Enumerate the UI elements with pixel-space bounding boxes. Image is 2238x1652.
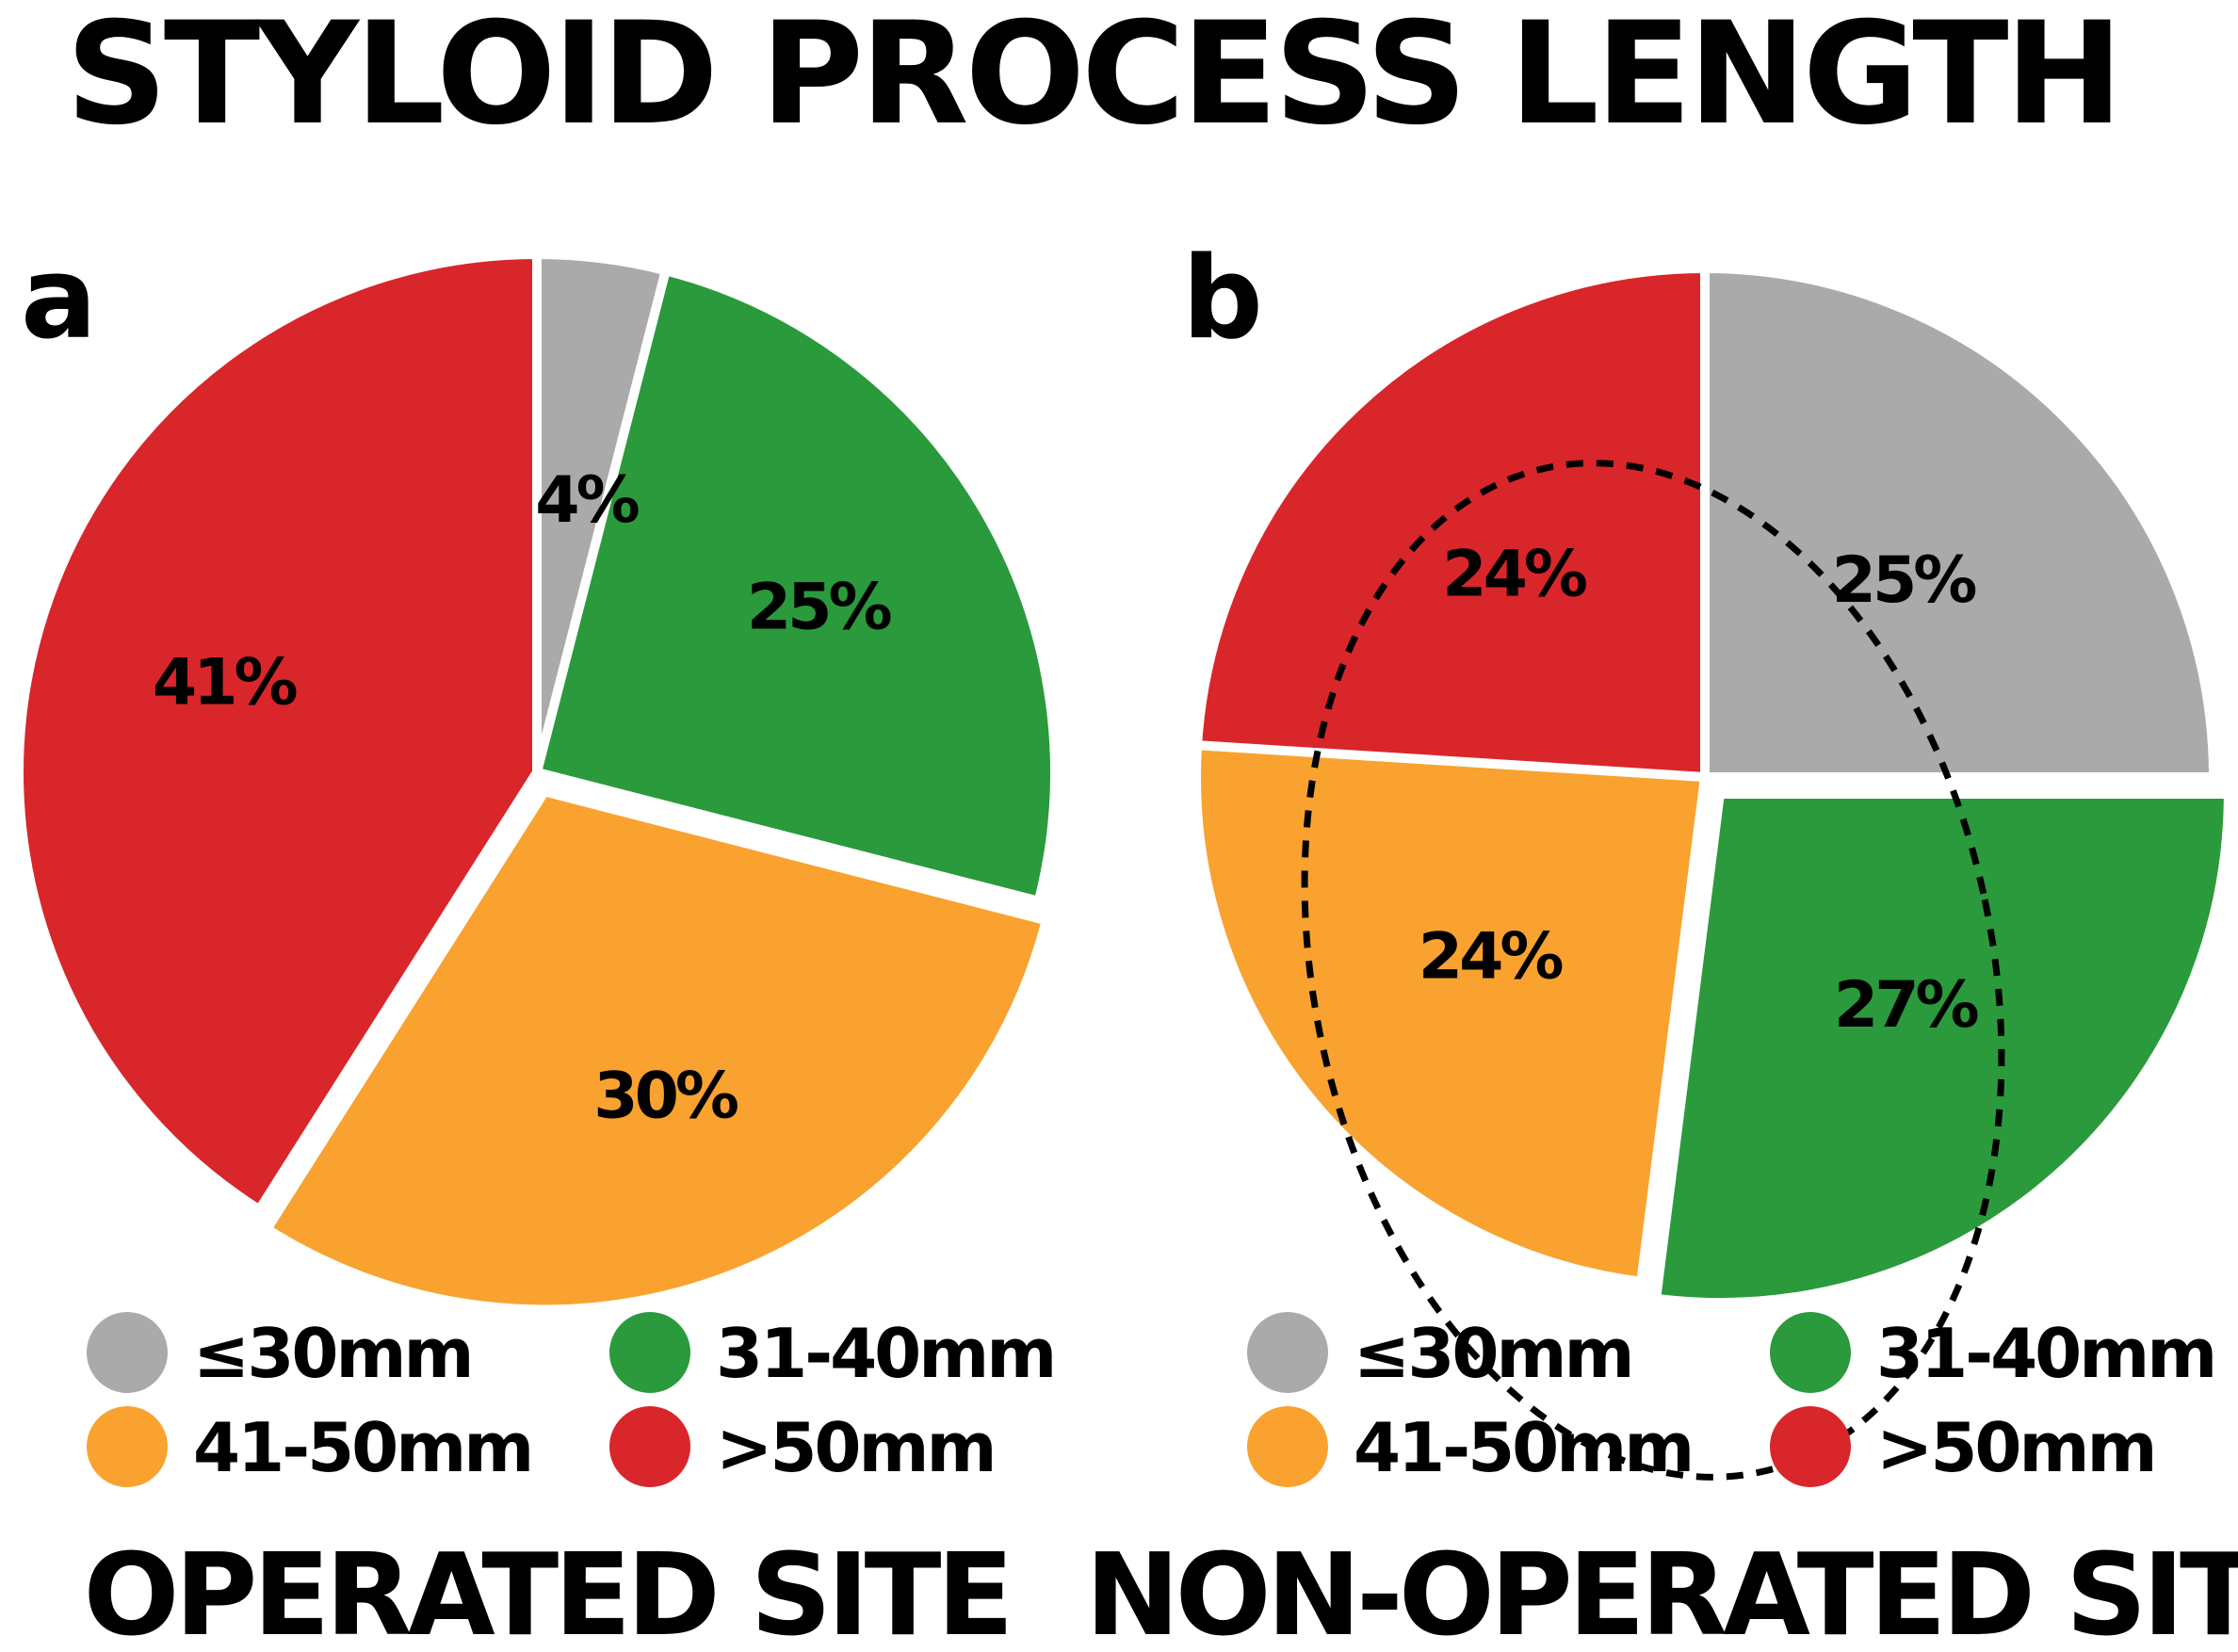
pie-b-slice-gt50mm xyxy=(1192,264,1710,782)
legend-a-label-gt50mm: >50mm xyxy=(716,1408,995,1487)
pie-a-slice-gt50mm xyxy=(14,250,542,1215)
panel-a-letter: a xyxy=(21,234,97,364)
site-label-b: NON-OPERATED SITE xyxy=(1085,1531,2238,1652)
legend-b-swatch-41-50mm xyxy=(1247,1406,1328,1487)
legend-b-label-41-50mm: 41-50mm xyxy=(1354,1408,1692,1487)
panel-a-operated-site: 4% 25% 30% 41% a ≤30mm 31-40mm 41-50mm >50mm OPER… xyxy=(14,234,1060,1652)
legend-a-swatch-41-50mm xyxy=(87,1406,168,1487)
legend-b-label-gt50mm: >50mm xyxy=(1876,1408,2155,1487)
pie-b-slice-le30mm xyxy=(1700,264,2218,782)
legend-b-label-31-40mm: 31-40mm xyxy=(1876,1314,2214,1393)
legend-a-swatch-31-40mm xyxy=(609,1312,690,1393)
pie-b-value-label-41-50mm: 24% xyxy=(1419,919,1563,994)
pie-a-slice-31-40mm xyxy=(532,266,1060,906)
panel-b-letter: b xyxy=(1182,234,1263,364)
pie-a-value-label-41-50mm: 30% xyxy=(593,1060,738,1134)
site-label-a: OPERATED SITE xyxy=(83,1531,1009,1652)
chart-title: STYLOID PROCESS LENGTH xyxy=(66,0,2119,156)
legend-a-swatch-gt50mm xyxy=(609,1406,690,1487)
legend-a-label-31-40mm: 31-40mm xyxy=(716,1314,1054,1393)
legend-a-label-41-50mm: 41-50mm xyxy=(193,1408,531,1487)
legend-b-swatch-31-40mm xyxy=(1770,1312,1851,1393)
pie-a-value-label-gt50mm: 41% xyxy=(153,645,297,720)
pie-b-slice-41-50mm xyxy=(1192,740,1710,1287)
pie-b-slice-31-40mm xyxy=(1651,789,2233,1307)
pie-b-value-label-gt50mm: 24% xyxy=(1442,537,1586,611)
legend-a-label-le30mm: ≤30mm xyxy=(193,1314,472,1393)
legend-a-swatch-le30mm xyxy=(87,1312,168,1393)
legend-b-swatch-gt50mm xyxy=(1770,1406,1851,1487)
pie-a-value-label-le30mm: 4% xyxy=(535,463,638,538)
panel-b-non-operated-site: 25% 27% 24% 24% b ≤30mm 31-40mm 41-50mm >50mm NON… xyxy=(1085,234,2238,1652)
legend-b-swatch-le30mm xyxy=(1247,1312,1328,1393)
pie-a-value-label-31-40mm: 25% xyxy=(747,571,891,645)
dashed-highlight-ring xyxy=(1301,460,2005,1481)
legend-b-label-le30mm: ≤30mm xyxy=(1354,1314,1632,1393)
pie-b-value-label-le30mm: 25% xyxy=(1832,543,1976,618)
pie-b-value-label-31-40mm: 27% xyxy=(1834,968,1978,1043)
pie-a-slice-41-50mm xyxy=(262,786,1051,1315)
